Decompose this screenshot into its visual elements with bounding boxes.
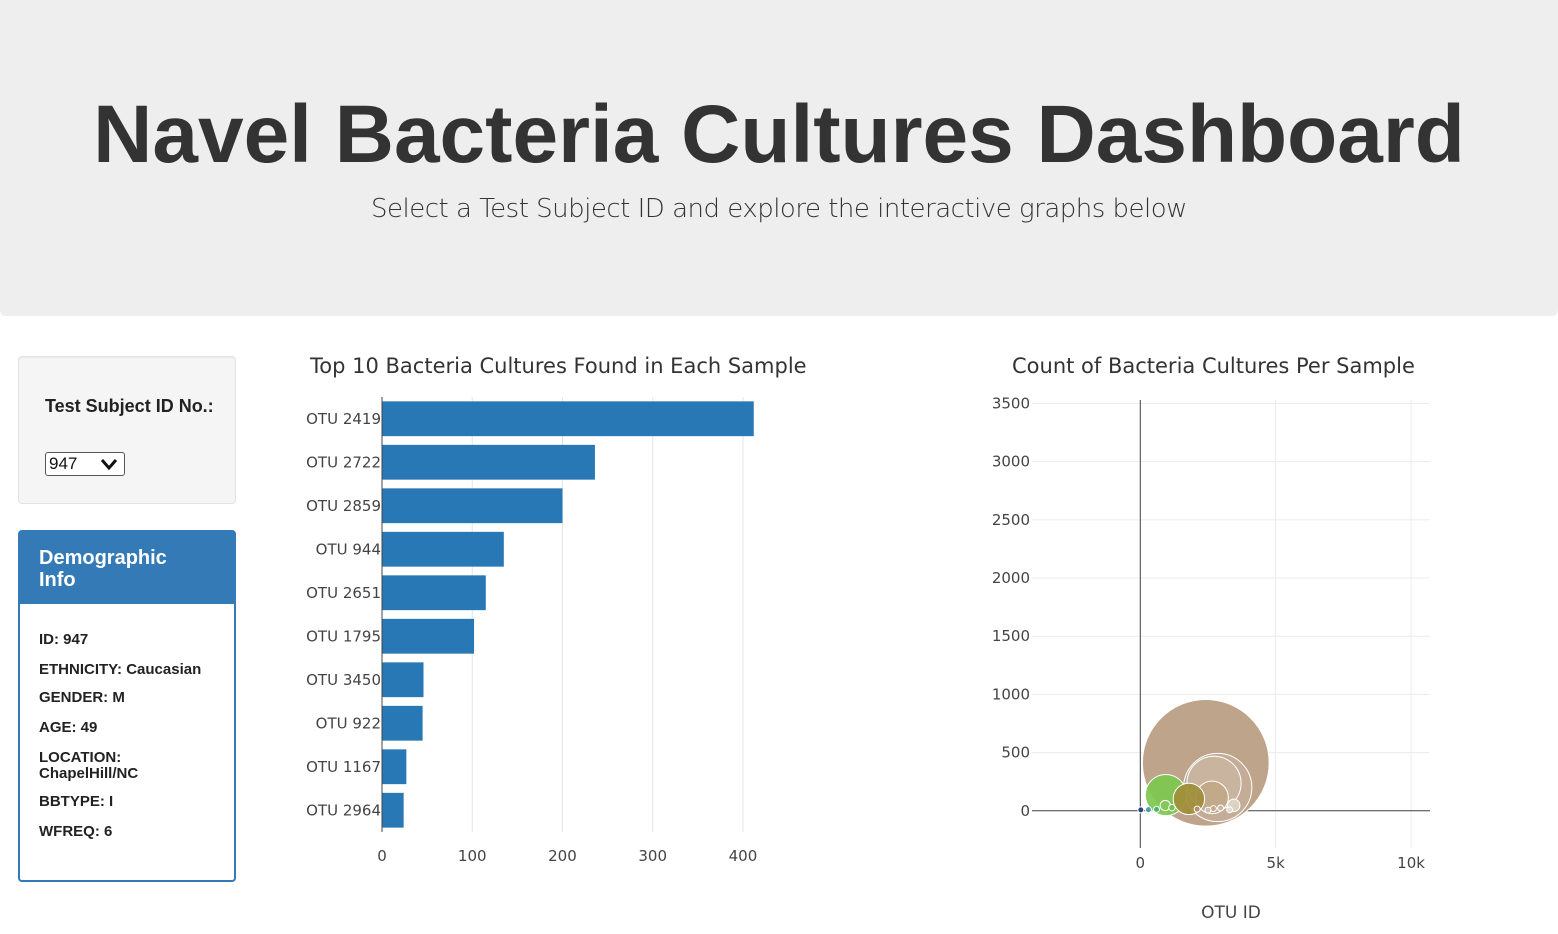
bubble [1226, 806, 1234, 814]
bubble [1168, 803, 1176, 812]
bubble-group [1137, 698, 1270, 827]
demo-bbtype: BBTYPE: I [39, 793, 114, 810]
demo-age: AGE: 49 [39, 719, 98, 736]
bar [382, 488, 563, 524]
bar-x-tick-label: 300 [638, 847, 667, 865]
demographic-info-header: Demographic Info [20, 532, 234, 604]
bubble [1137, 806, 1145, 814]
bubble-y-tick-label: 2000 [992, 569, 1030, 587]
bar-category-label: OTU 2419 [306, 410, 381, 428]
subject-id-selected-value: 947 [49, 454, 78, 473]
header-jumbotron: Navel Bacteria Cultures Dashboard Select… [0, 0, 1558, 316]
bar-category-label: OTU 2964 [306, 801, 381, 819]
bar-category-label: OTU 2722 [306, 453, 381, 471]
bubble-x-axis-label: OTU ID [1201, 903, 1261, 923]
bar [382, 792, 404, 828]
bar [382, 618, 475, 654]
bubble-y-tick-label: 3000 [992, 453, 1030, 471]
bar-category-label: OTU 944 [316, 540, 381, 558]
demo-ethnicity: ETHNICITY: Caucasian [39, 661, 202, 678]
bubble [1217, 804, 1225, 812]
bar-category-label: OTU 922 [316, 714, 381, 732]
bar [382, 531, 504, 567]
bubble [1144, 806, 1152, 814]
bar-category-label: OTU 3450 [306, 671, 381, 689]
bubble [1193, 805, 1201, 813]
bubble-y-tick-label: 1000 [992, 685, 1030, 703]
bar-x-tick-label: 200 [548, 847, 577, 865]
bubble-y-tick-label: 3500 [992, 394, 1030, 412]
bubble-x-tick-label: 10k [1397, 854, 1425, 872]
bubble [1204, 806, 1212, 814]
bar-category-label: OTU 1167 [306, 758, 381, 776]
bar [382, 444, 595, 480]
bar-category-label: OTU 1795 [306, 627, 381, 645]
demo-location: LOCATION: ChapelHill/NC [39, 749, 139, 782]
subject-selector-label: Test Subject ID No.: [45, 396, 214, 416]
chevron-down-icon [100, 459, 118, 471]
bar-chart-title: Top 10 Bacteria Cultures Found in Each S… [310, 354, 807, 378]
bubble-chart-title: Count of Bacteria Cultures Per Sample [1012, 354, 1415, 378]
demo-id: ID: 947 [39, 631, 89, 648]
subject-id-select[interactable]: 947 [45, 452, 125, 476]
subject-selector-well: Test Subject ID No.: 947 [18, 356, 236, 504]
bar-x-tick-label: 0 [377, 847, 387, 865]
bubble-y-tick-label: 2500 [992, 511, 1030, 529]
demographic-info-panel: Demographic Info ID: 947 ETHNICITY: Cauc… [18, 530, 236, 882]
demo-wfreq: WFREQ: 6 [39, 823, 113, 840]
bar-x-tick-label: 100 [458, 847, 487, 865]
bar [382, 575, 486, 611]
bar [382, 662, 424, 698]
bar-chart[interactable]: 0 100 200 300 400 OTU 2419 OTU 2722 OTU 2859 OTU… [280, 390, 820, 880]
bubble-y-tick-label: 500 [1001, 744, 1030, 762]
bubble-y-tick-label: 0 [1020, 802, 1030, 820]
bar-category-label: OTU 2859 [306, 497, 381, 515]
page-subtitle: Select a Test Subject ID and explore the… [371, 194, 1187, 224]
page-title: Navel Bacteria Cultures Dashboard [93, 89, 1465, 180]
bubble-x-tick-label: 5k [1267, 854, 1286, 872]
demo-gender: GENDER: M [39, 689, 125, 706]
bubble [1153, 805, 1161, 813]
bar [382, 749, 407, 785]
demographic-info-title: Demographic Info [39, 547, 167, 591]
bar-x-tick-label: 400 [729, 847, 758, 865]
bubble-x-tick-label: 0 [1136, 854, 1146, 872]
bubble-y-tick-label: 1500 [992, 627, 1030, 645]
bubble-chart[interactable]: 0 500 1000 1500 2000 2500 3000 3500 0 5k 10k OTU ID [980, 388, 1450, 928]
bar [382, 401, 754, 437]
bar [382, 705, 423, 741]
bar-category-label: OTU 2651 [306, 584, 381, 602]
